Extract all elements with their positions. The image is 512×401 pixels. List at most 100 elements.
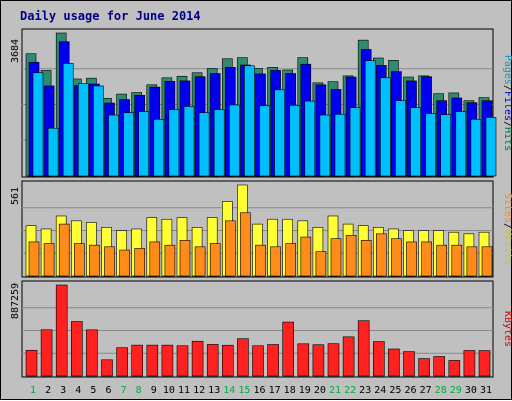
bar-pages-day-5	[93, 85, 104, 177]
bar-pages-day-26	[410, 107, 421, 177]
x-tick-label-day-12: 12	[193, 385, 205, 396]
bar-kbytes-day-26	[403, 351, 415, 377]
bar-sites-day-22	[345, 235, 357, 277]
bar-kbytes-day-27	[418, 358, 430, 377]
series-sites	[28, 212, 493, 277]
bar-sites-day-21	[330, 238, 342, 277]
x-tick-label-day-1: 1	[30, 385, 36, 396]
x-tick-label-day-30: 30	[465, 385, 477, 396]
bar-pages-day-31	[485, 117, 497, 177]
x-tick-label-day-5: 5	[90, 385, 96, 396]
bar-kbytes-day-10	[161, 344, 174, 377]
bar-kbytes-day-14	[222, 344, 234, 377]
bar-kbytes-day-31	[478, 350, 491, 377]
x-tick-label-day-26: 26	[404, 385, 416, 396]
bar-pages-day-3	[62, 63, 74, 177]
x-tick-label-day-23: 23	[359, 385, 371, 396]
bar-pages-day-27	[425, 113, 436, 177]
legend-pages: Pages	[502, 55, 512, 85]
bar-sites-day-19	[300, 236, 312, 277]
panel-legend: Sites/Visits	[502, 193, 512, 265]
bar-kbytes-day-11	[176, 345, 189, 377]
bar-pages-day-18	[289, 105, 301, 177]
bar-sites-day-11	[179, 240, 191, 277]
bar-pages-day-28	[440, 114, 452, 177]
bar-sites-day-2	[43, 243, 55, 277]
bar-kbytes-day-4	[71, 321, 83, 377]
y-axis-max-label: 561	[10, 187, 21, 205]
bar-kbytes-day-16	[252, 345, 264, 377]
bar-kbytes-day-5	[86, 329, 98, 377]
legend-sites: Sites	[502, 193, 512, 223]
bar-kbytes-day-12	[191, 340, 204, 377]
legend-separator: /	[502, 223, 512, 229]
series-pages	[32, 60, 497, 177]
bar-sites-day-8	[134, 248, 145, 277]
bar-sites-day-5	[89, 244, 100, 277]
bar-kbytes-day-6	[101, 359, 113, 377]
bar-pages-day-11	[183, 106, 195, 177]
bar-kbytes-day-29	[448, 360, 461, 377]
x-tick-label-day-18: 18	[284, 385, 296, 396]
x-tick-label-day-9: 9	[151, 385, 157, 396]
bar-pages-day-15	[244, 65, 255, 177]
panel-kbytes: 887259 KBytes	[10, 280, 512, 378]
bar-sites-day-25	[391, 238, 402, 277]
bar-kbytes-day-19	[297, 343, 310, 377]
x-tick-label-day-24: 24	[374, 385, 386, 396]
x-tick-label-day-22: 22	[344, 385, 356, 396]
bar-pages-day-12	[198, 112, 210, 177]
bar-sites-day-30	[466, 246, 478, 277]
bar-sites-day-12	[194, 246, 206, 277]
bar-pages-day-30	[470, 119, 482, 177]
legend-files: Files	[502, 91, 512, 121]
x-tick-label-day-4: 4	[75, 385, 81, 396]
bar-pages-day-10	[168, 109, 180, 177]
x-tick-label-day-13: 13	[208, 385, 220, 396]
x-tick-label-day-16: 16	[253, 385, 265, 396]
bar-kbytes-day-24	[372, 341, 385, 377]
x-tick-label-day-25: 25	[389, 385, 401, 396]
x-tick-label-day-7: 7	[121, 385, 127, 396]
bar-kbytes-day-13	[206, 344, 219, 377]
bar-kbytes-day-30	[463, 350, 476, 377]
bar-sites-day-4	[74, 243, 85, 277]
bar-pages-day-25	[395, 100, 406, 177]
bar-kbytes-day-3	[55, 284, 68, 377]
bar-kbytes-day-21	[327, 343, 340, 377]
bar-sites-day-29	[451, 244, 463, 277]
bar-pages-day-7	[123, 112, 134, 177]
legend-visits: Visits	[502, 229, 512, 265]
x-tick-label-day-31: 31	[480, 385, 492, 396]
x-tick-label-day-17: 17	[269, 385, 281, 396]
x-tick-label-day-28: 28	[435, 385, 447, 396]
bar-kbytes-day-7	[116, 347, 128, 377]
series-kbytes	[25, 284, 491, 377]
legend-separator: /	[502, 85, 512, 91]
bar-kbytes-day-1	[25, 349, 38, 377]
bar-pages-day-20	[319, 114, 331, 177]
bar-pages-day-22	[349, 107, 361, 177]
bar-pages-day-19	[304, 100, 316, 177]
bar-kbytes-day-8	[131, 344, 143, 377]
panel-legend: Pages/Files/Hits	[502, 55, 512, 151]
bar-pages-day-14	[229, 104, 240, 177]
legend-hits: Hits	[502, 127, 512, 151]
x-tick-label-day-2: 2	[45, 385, 51, 396]
x-tick-label-day-29: 29	[450, 385, 462, 396]
bar-kbytes-day-9	[146, 344, 159, 377]
bar-kbytes-day-23	[357, 320, 370, 377]
panel-legend: KBytes	[502, 311, 512, 347]
bar-sites-day-7	[119, 249, 130, 277]
x-tick-label-day-19: 19	[299, 385, 311, 396]
bar-sites-day-18	[285, 243, 297, 277]
bar-sites-day-6	[104, 246, 115, 277]
bar-pages-day-29	[455, 111, 467, 177]
bar-sites-day-3	[58, 223, 70, 277]
bar-sites-day-10	[164, 244, 176, 277]
bar-sites-day-20	[315, 251, 327, 277]
bar-sites-day-17	[270, 246, 281, 277]
